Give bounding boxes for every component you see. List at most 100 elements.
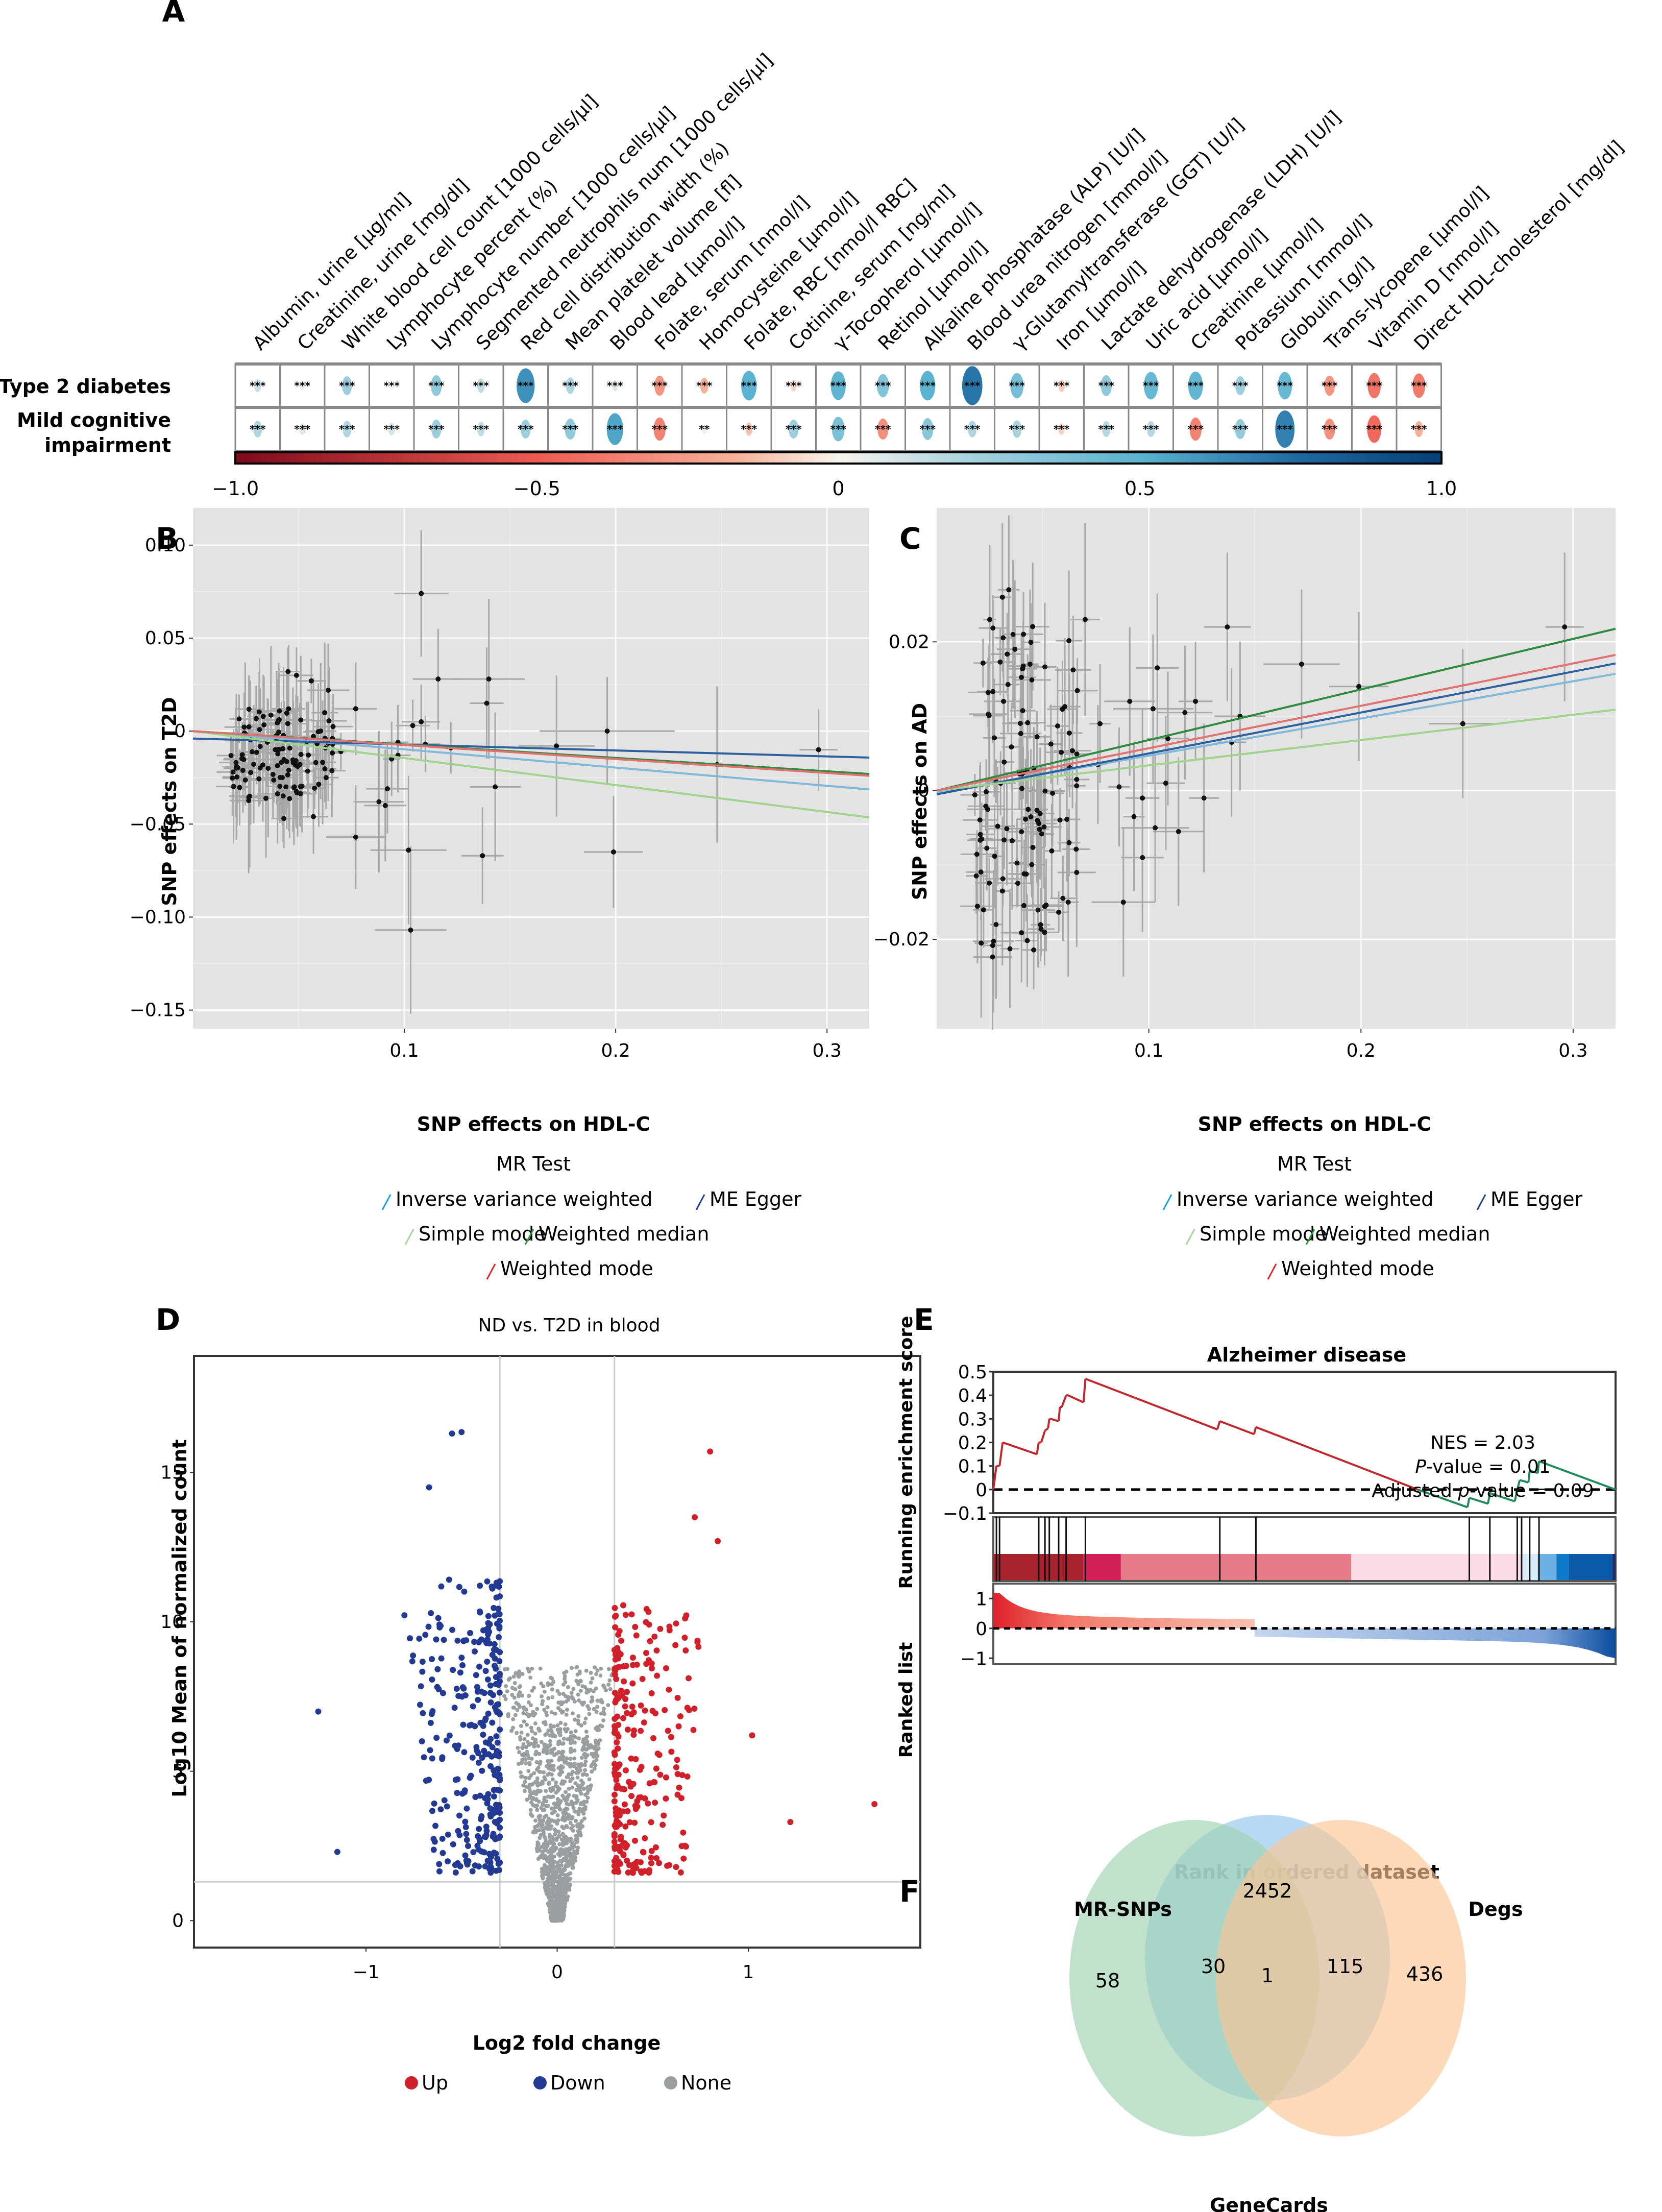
gene-point-up [652, 1710, 658, 1717]
snp-point [1019, 786, 1024, 791]
gene-point-up [648, 1855, 654, 1861]
x-tick-label: 0.1 [1134, 1040, 1163, 1061]
gene-point-none [545, 1705, 550, 1710]
snp-point [263, 795, 268, 801]
significance-stars: *** [607, 380, 623, 392]
snp-point [268, 712, 274, 718]
snp-point [1057, 817, 1063, 823]
gene-point-none [540, 1853, 545, 1857]
gene-point-none [547, 1832, 552, 1837]
significance-stars: *** [1277, 380, 1293, 392]
gene-point-none [595, 1754, 600, 1759]
gene-point-none [533, 1721, 537, 1726]
gene-point-none [548, 1867, 552, 1872]
gene-point-up [675, 1723, 682, 1730]
gene-point-down [487, 1736, 494, 1742]
heatmap-ellipse [1010, 373, 1024, 399]
gene-point-none [561, 1841, 566, 1846]
gene-point-none [593, 1665, 597, 1670]
snp-point [1037, 811, 1043, 816]
mr-line-simple-mode [936, 709, 1616, 792]
gene-point-up [615, 1733, 622, 1740]
snp-point [816, 747, 821, 752]
gene-point-none [517, 1750, 522, 1755]
snp-point [1176, 829, 1181, 834]
snp-point [1037, 827, 1042, 832]
ylabel-b: SNP effects on T2D [158, 697, 181, 906]
gene-point-none [579, 1819, 584, 1824]
gene-point-up [631, 1819, 638, 1826]
snp-point [1150, 706, 1156, 712]
gene-point-none [573, 1717, 577, 1722]
heatmap-ellipse [968, 421, 977, 437]
gene-point-none [525, 1797, 529, 1802]
snp-point [1065, 900, 1071, 905]
gene-point-none [575, 1775, 580, 1780]
gene-point-none [582, 1772, 586, 1777]
gene-point-none [551, 1732, 555, 1737]
gene-point-down [315, 1708, 322, 1715]
gene-point-up [630, 1732, 637, 1738]
gene-point-none [502, 1667, 507, 1671]
gene-point-up [666, 1623, 673, 1630]
legend-key [404, 1229, 414, 1245]
gene-point-none [583, 1716, 588, 1721]
gene-point-none [552, 1886, 557, 1891]
significance-stars: *** [1143, 423, 1159, 435]
gene-point-none [529, 1729, 534, 1734]
gene-point-none [548, 1743, 552, 1747]
gene-point-down [495, 1606, 502, 1612]
gene-point-none [518, 1690, 522, 1694]
gene-point-none [552, 1865, 556, 1870]
gene-point-none [535, 1783, 540, 1788]
scatter-plot-c: 0.1 0.2 0.3 0.02 0 −0.02 [873, 508, 1616, 1061]
gene-point-down [459, 1684, 466, 1691]
mr-line-me-egger [192, 737, 870, 759]
gene-point-up [630, 1866, 637, 1873]
snp-point [1066, 730, 1072, 736]
snp-point [285, 721, 290, 726]
gene-point-none [538, 1666, 543, 1671]
gene-point-none [593, 1763, 598, 1767]
gene-point-up [629, 1680, 636, 1687]
gene-point-none [557, 1833, 562, 1838]
gene-point-up [677, 1869, 684, 1876]
significance-stars: *** [339, 380, 355, 392]
gene-point-none [576, 1785, 581, 1789]
gene-point-none [567, 1802, 571, 1807]
heatmap-ellipse [1278, 372, 1292, 400]
gene-point-down [488, 1753, 495, 1760]
gene-point-none [519, 1775, 524, 1779]
gene-point-down [487, 1763, 494, 1769]
significance-stars: *** [696, 380, 713, 392]
gene-point-none [530, 1736, 535, 1741]
running-es-segment [1085, 1377, 1218, 1430]
gene-point-down [487, 1699, 494, 1706]
gene-point-up [673, 1620, 679, 1627]
gene-point-up [684, 1705, 691, 1711]
gene-point-up [657, 1771, 664, 1778]
gene-point-down [425, 1623, 432, 1630]
running-es-segment [1040, 1430, 1046, 1443]
gene-point-none [582, 1685, 587, 1689]
significance-stars: *** [1098, 380, 1115, 392]
gene-point-down [439, 1756, 446, 1762]
gene-point-none [541, 1749, 546, 1754]
heatmap-ellipse [521, 420, 531, 439]
gene-point-up [628, 1755, 634, 1762]
snp-point [320, 760, 326, 765]
gene-point-none [570, 1865, 575, 1870]
gene-point-up [624, 1689, 630, 1695]
gene-point-none [602, 1712, 607, 1716]
snp-point [1182, 710, 1188, 715]
snp-point [1042, 904, 1047, 909]
gene-point-none [553, 1895, 557, 1900]
snp-point [1023, 816, 1029, 822]
snp-point [275, 791, 280, 797]
gene-point-down [469, 1754, 476, 1761]
gene-point-up [629, 1704, 636, 1710]
significance-stars: *** [250, 380, 266, 392]
gene-point-none [549, 1748, 554, 1753]
gene-point-none [537, 1816, 542, 1820]
